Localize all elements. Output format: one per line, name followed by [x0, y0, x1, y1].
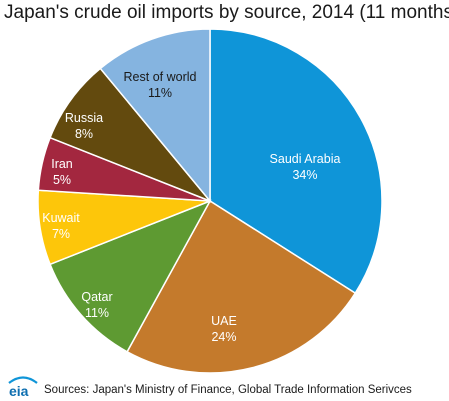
slice-value-russia: 8% [75, 127, 93, 141]
slice-label-russia: Russia [65, 111, 103, 125]
slice-label-saudi-arabia: Saudi Arabia [270, 152, 341, 166]
slice-value-iran: 5% [53, 173, 71, 187]
slice-label-rest-of-world: Rest of world [124, 70, 197, 84]
slice-value-rest-of-world: 11% [148, 86, 172, 100]
slice-label-iran: Iran [51, 157, 73, 171]
svg-text:eia: eia [9, 383, 29, 398]
slice-label-uae: UAE [211, 314, 237, 328]
slice-label-qatar: Qatar [81, 290, 112, 304]
slice-uae [126, 199, 357, 374]
slice-value-uae: 24% [211, 330, 236, 344]
slice-value-qatar: 11% [85, 306, 109, 320]
chart-title: Japan's crude oil imports by source, 201… [4, 2, 449, 23]
source-note: Sources: Japan's Ministry of Finance, Gl… [44, 384, 412, 396]
slice-rest-of-world [99, 28, 211, 204]
eia-logo: eia [8, 376, 38, 398]
slice-value-saudi-arabia: 34% [292, 168, 317, 182]
slice-saudi-arabia [209, 28, 383, 295]
slice-qatar [49, 199, 212, 353]
slice-value-kuwait: 7% [52, 227, 70, 241]
slice-label-kuwait: Kuwait [42, 211, 80, 225]
